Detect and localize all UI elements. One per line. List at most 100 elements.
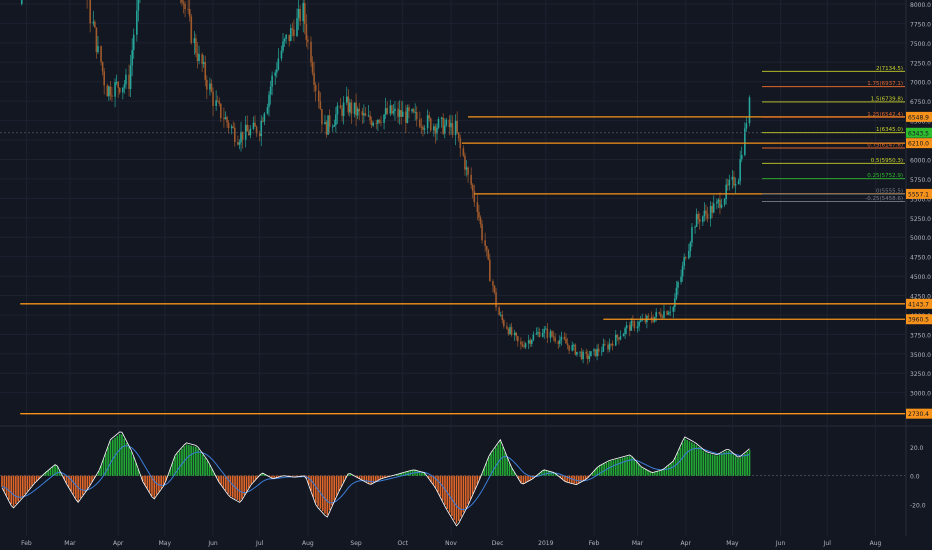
candle-body [415, 111, 418, 120]
macd-histogram-bar [730, 452, 732, 476]
candle-body [136, 10, 138, 35]
candle-body [674, 298, 676, 308]
macd-histogram-bar [220, 475, 222, 485]
level-price-label-box [906, 188, 932, 199]
candle-body [622, 334, 625, 337]
macd-histogram-bar [404, 472, 407, 476]
candle-body [363, 113, 365, 116]
macd-histogram-bar [335, 475, 338, 496]
macd-histogram-bar [49, 468, 52, 476]
level-price-label-box [906, 138, 932, 149]
candle-body [247, 131, 250, 136]
macd-histogram-bar [458, 475, 460, 521]
candle-body [437, 119, 440, 128]
level-price-label: 6548.9 [908, 114, 929, 121]
macd-histogram-bar [434, 475, 437, 488]
candle-body [703, 210, 706, 217]
candle-body [117, 81, 119, 88]
macd-histogram-bar [158, 475, 160, 492]
macd-histogram-bar [432, 475, 435, 485]
candle-body [630, 320, 633, 331]
candle-body [680, 276, 682, 283]
macd-histogram-bar [665, 467, 668, 476]
candle-body [492, 281, 494, 286]
candle-body [317, 90, 320, 102]
candle-body [305, 24, 308, 40]
time-tick-label: Jun [775, 540, 786, 547]
candle-body [195, 38, 197, 54]
candle-body [202, 62, 205, 64]
macd-histogram-bar [584, 475, 587, 480]
candle-body [311, 62, 314, 73]
candle-body [459, 138, 462, 149]
macd-histogram-bar [38, 475, 40, 479]
candle-body [260, 120, 263, 137]
macd-histogram-bar [741, 455, 744, 476]
candle-body [694, 226, 696, 228]
macd-histogram-bar [725, 450, 728, 476]
macd-histogram-bar [135, 462, 137, 476]
macd-histogram-bar [437, 475, 439, 493]
candle-body [137, 0, 140, 11]
candle-body [503, 320, 505, 327]
macd-histogram-bar [190, 445, 192, 476]
macd-histogram-bar [121, 434, 123, 476]
candle-body [607, 344, 609, 350]
candle-body [454, 120, 457, 136]
candle-body [745, 123, 748, 129]
candle-body [234, 127, 236, 142]
candle-body [554, 337, 556, 342]
fibonacci-extension[interactable]: 2(7134.5) 1.75(6937.1) 1.5(6739.8) 1.25(654… [762, 66, 905, 202]
macd-histogram-bar [561, 475, 564, 480]
macd-histogram-bar [538, 473, 541, 476]
time-tick-label: Jul [255, 540, 264, 547]
candle-body [210, 83, 213, 92]
candle-body [400, 110, 402, 117]
macd-histogram-bar [716, 455, 719, 476]
price-tick-label: 3500.0 [910, 352, 931, 359]
macd-histogram-bar [208, 464, 211, 476]
candle-body [313, 72, 315, 85]
macd-histogram-bar [291, 475, 294, 477]
macd-histogram-bar [344, 475, 347, 479]
macd-histogram-bar [451, 475, 453, 517]
macd-histogram-bar [748, 450, 751, 476]
price-tick-label: 3250.0 [910, 371, 931, 378]
candle-body [118, 87, 121, 93]
macd-histogram-bar [667, 465, 670, 476]
candlestick-series [20, 0, 751, 365]
time-axis[interactable]: Feb Mar Apr May Jun Jul Aug Sep Oct Nov Dec 2019 Feb… [21, 540, 881, 547]
price-axis[interactable]: 8000.0 7750.0 7500.0 7250.0 7000.0 6750.0 6500… [906, 2, 932, 509]
candle-body [677, 282, 679, 288]
macd-histogram-bar [591, 472, 594, 476]
candle-body [443, 125, 446, 134]
macd-histogram-bar [693, 443, 695, 476]
macd-histogram-bar [245, 475, 248, 492]
macd-histogram-bar [100, 465, 103, 476]
crosshair-price-label: 6343.5 [908, 130, 929, 137]
candle-body [89, 0, 91, 24]
price-tick-label: 3000.0 [910, 391, 931, 398]
time-tick-label: Apr [681, 540, 692, 547]
macd-histogram-bar [566, 475, 569, 482]
macd-histogram-bar [58, 470, 61, 476]
candle-body [604, 344, 606, 345]
macd-histogram-bar [151, 475, 153, 496]
macd-histogram-bar [86, 475, 89, 489]
macd-histogram-bar [31, 475, 33, 486]
candle-body [515, 332, 518, 337]
macd-histogram-bar [70, 475, 73, 491]
macd-histogram-bar [294, 475, 296, 478]
candle-body [537, 332, 539, 334]
candle-body [369, 115, 371, 121]
candle-body [509, 327, 511, 334]
candle-body [232, 126, 235, 128]
candle-body [663, 311, 665, 318]
macd-histogram-bar [259, 474, 262, 476]
macd-histogram-bar [328, 475, 331, 511]
candle-body [389, 105, 392, 114]
candle-body [716, 201, 718, 204]
candle-body [501, 314, 504, 321]
macd-histogram-bar [642, 468, 645, 476]
